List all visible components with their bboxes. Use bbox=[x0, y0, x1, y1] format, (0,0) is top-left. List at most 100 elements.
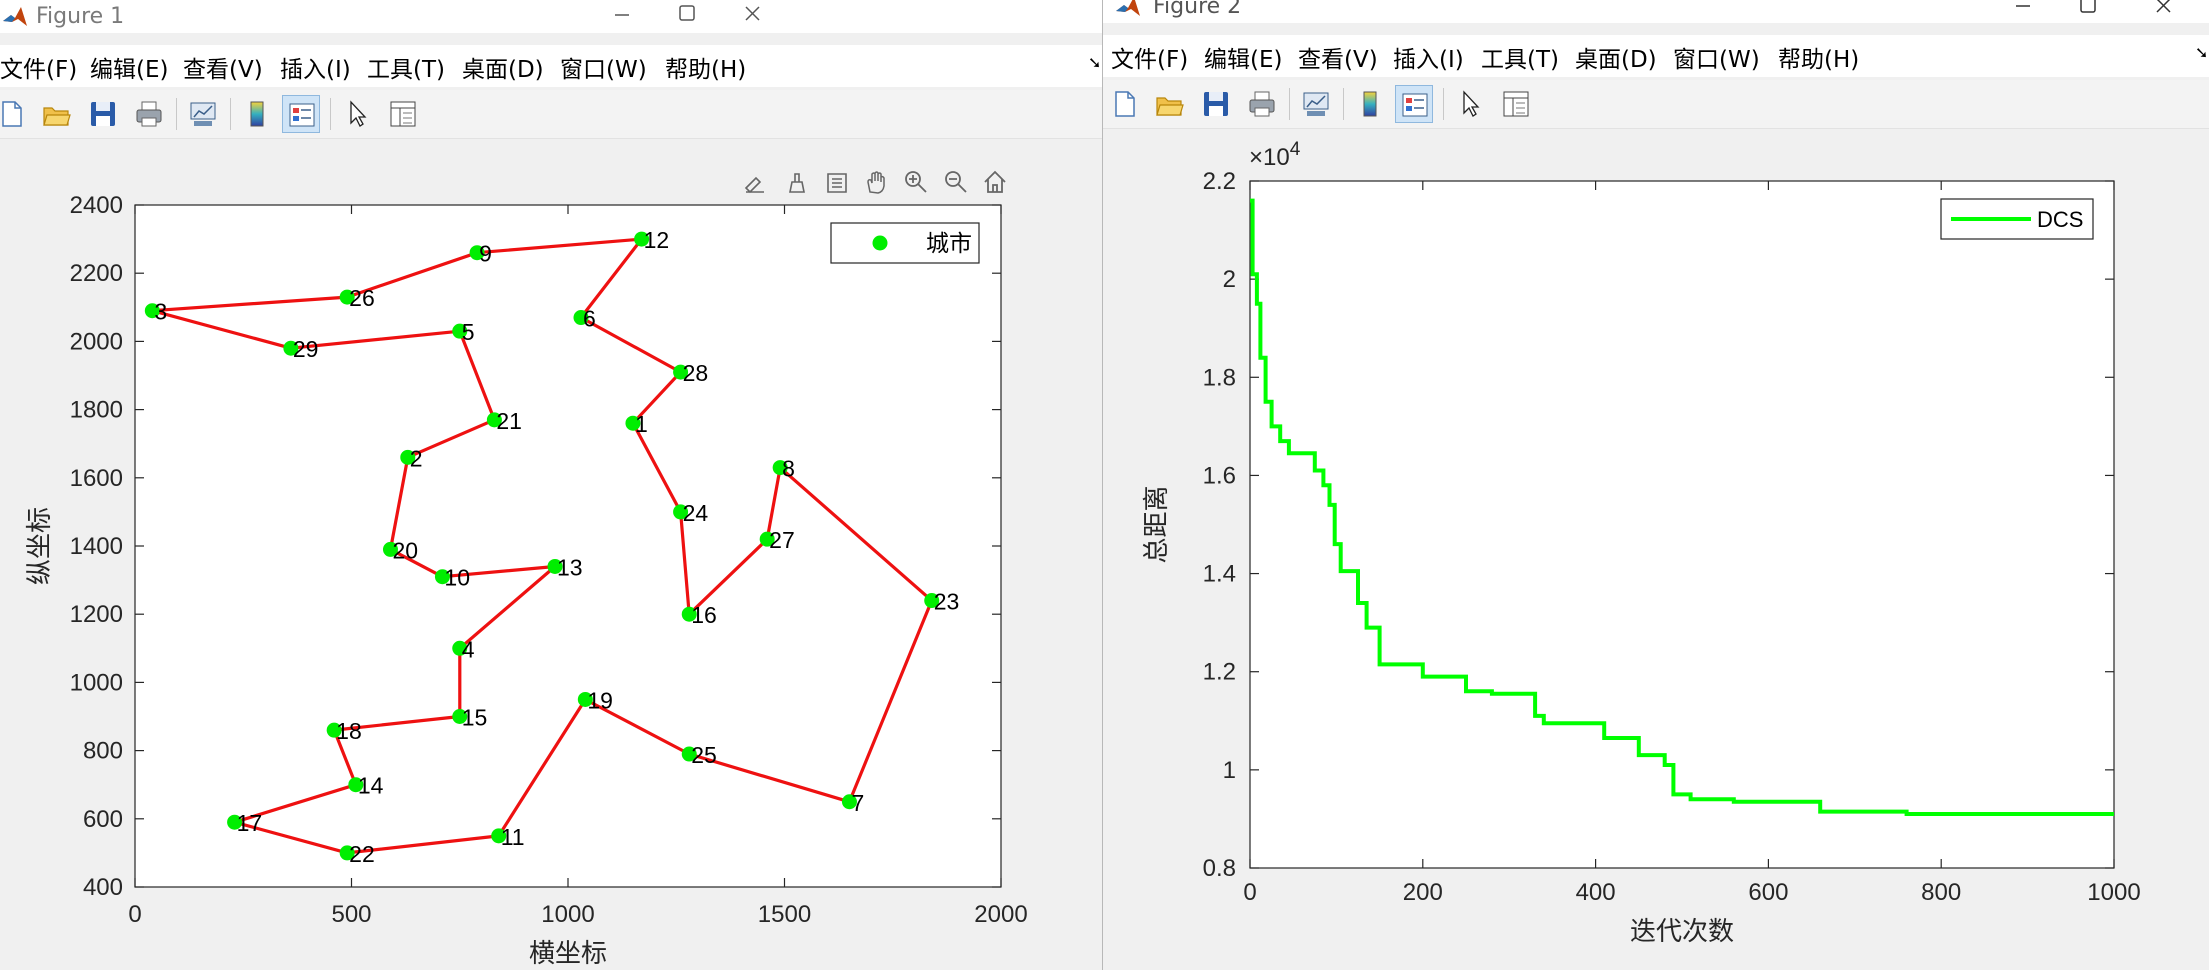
tsp-route-plot: 0 500 1000 1500 2000 400 600 800 1000 1200 1400 160… bbox=[24, 170, 1028, 968]
print-button[interactable] bbox=[1243, 85, 1281, 123]
figure-toolbar bbox=[1103, 80, 2209, 129]
new-figure-button[interactable] bbox=[0, 95, 30, 133]
property-inspector-button[interactable] bbox=[384, 95, 422, 133]
city-point bbox=[382, 541, 398, 557]
city-point bbox=[681, 606, 697, 622]
menu-insert[interactable]: 插入(I) bbox=[280, 57, 351, 83]
menu-help[interactable]: 帮助(H) bbox=[665, 57, 747, 83]
menu-bar: 文件(F) 编辑(E) 查看(V) 插入(I) 工具(T) 桌面(D) 窗口(W… bbox=[1103, 35, 2209, 77]
city-point bbox=[577, 691, 593, 707]
legend-button[interactable] bbox=[1395, 85, 1433, 123]
save-button[interactable] bbox=[84, 95, 122, 133]
edit-plot-button[interactable] bbox=[338, 95, 376, 133]
figure-canvas: 0 500 1000 1500 2000 400 600 800 1000 1200 1400 160… bbox=[0, 139, 1102, 970]
menu-tools[interactable]: 工具(T) bbox=[1481, 47, 1559, 73]
menu-tools[interactable]: 工具(T) bbox=[367, 57, 445, 83]
menu-bar: 文件(F) 编辑(E) 查看(V) 插入(I) 工具(T) 桌面(D) 窗口(W… bbox=[0, 45, 1102, 87]
maximize-button[interactable] bbox=[2058, 0, 2118, 23]
colorbar-icon bbox=[250, 101, 264, 127]
city-label: 13 bbox=[557, 554, 583, 580]
menu-file[interactable]: 文件(F) bbox=[0, 57, 78, 83]
city-label: 25 bbox=[691, 742, 717, 768]
close-button[interactable] bbox=[2133, 0, 2193, 23]
city-label: 18 bbox=[336, 718, 362, 744]
legend-marker bbox=[872, 235, 888, 251]
route-line bbox=[151, 237, 934, 855]
toolbar-separator bbox=[230, 98, 231, 130]
menu-view[interactable]: 查看(V) bbox=[183, 57, 263, 83]
property-inspector-button[interactable] bbox=[1497, 85, 1535, 123]
legend-icon bbox=[1402, 93, 1428, 117]
x-tick-label: 400 bbox=[1576, 879, 1616, 906]
city-point bbox=[326, 722, 342, 738]
menu-edit[interactable]: 编辑(E) bbox=[90, 57, 169, 83]
brush-data-icon[interactable] bbox=[744, 176, 764, 194]
city-label: 11 bbox=[501, 824, 525, 850]
x-axis-label: 横坐标 bbox=[529, 938, 607, 968]
menu-desktop[interactable]: 桌面(D) bbox=[462, 57, 544, 83]
city-point bbox=[144, 303, 160, 319]
menu-edit[interactable]: 编辑(E) bbox=[1204, 47, 1283, 73]
city-point bbox=[434, 569, 450, 585]
city-label: 9 bbox=[479, 241, 492, 267]
new-figure-button[interactable] bbox=[1105, 85, 1143, 123]
city-point bbox=[227, 814, 243, 830]
y-tick-label: 600 bbox=[83, 806, 123, 833]
select-icon[interactable] bbox=[827, 173, 847, 193]
link-plot-button[interactable] bbox=[184, 95, 222, 133]
menu-overflow-icon[interactable]: ➘ bbox=[2195, 43, 2209, 62]
y-axis-label: 总距离 bbox=[1141, 485, 1171, 563]
toolbar-separator bbox=[330, 98, 331, 130]
zoom-in-icon[interactable] bbox=[905, 171, 927, 193]
menu-insert[interactable]: 插入(I) bbox=[1393, 47, 1464, 73]
x-tick-label: 1000 bbox=[2087, 879, 2140, 906]
close-button[interactable] bbox=[722, 0, 782, 33]
pan-icon[interactable] bbox=[867, 171, 885, 194]
colorbar-button[interactable] bbox=[238, 95, 276, 133]
x-tick-label: 500 bbox=[331, 901, 371, 928]
menu-window[interactable]: 窗口(W) bbox=[1673, 47, 1760, 73]
y-axis-exponent-label: ×104 bbox=[1249, 139, 1301, 171]
city-point bbox=[486, 412, 502, 428]
maximize-icon bbox=[2080, 0, 2096, 13]
minimize-button[interactable] bbox=[592, 0, 652, 33]
menu-help[interactable]: 帮助(H) bbox=[1778, 47, 1860, 73]
axes-area bbox=[1249, 180, 2115, 869]
menu-desktop[interactable]: 桌面(D) bbox=[1575, 47, 1657, 73]
matlab-icon bbox=[3, 7, 27, 26]
city-point bbox=[841, 794, 857, 810]
city-label: 29 bbox=[293, 336, 319, 362]
legend-icon bbox=[289, 103, 315, 127]
colorbar-button[interactable] bbox=[1351, 85, 1389, 123]
open-file-button[interactable] bbox=[1151, 85, 1189, 123]
data-tips-icon[interactable] bbox=[789, 173, 805, 193]
menu-overflow-icon[interactable]: ➘ bbox=[1088, 53, 1102, 72]
link-plot-button[interactable] bbox=[1297, 85, 1335, 123]
city-label: 1 bbox=[635, 411, 648, 437]
open-file-button[interactable] bbox=[38, 95, 76, 133]
title-bar: Figure 1 bbox=[0, 0, 1102, 33]
zoom-out-icon[interactable] bbox=[945, 171, 967, 193]
x-tick-label: 200 bbox=[1403, 879, 1443, 906]
legend-button[interactable] bbox=[282, 95, 320, 133]
toolbar-separator bbox=[1443, 88, 1444, 120]
y-tick-label: 2000 bbox=[70, 328, 123, 355]
minimize-button[interactable] bbox=[1993, 0, 2053, 23]
menu-window[interactable]: 窗口(W) bbox=[560, 57, 647, 83]
city-point bbox=[348, 777, 364, 793]
print-button[interactable] bbox=[130, 95, 168, 133]
city-point bbox=[400, 449, 416, 465]
menu-file[interactable]: 文件(F) bbox=[1111, 47, 1189, 73]
y-tick-label: 1400 bbox=[70, 533, 123, 560]
toolbar-separator bbox=[1343, 88, 1344, 120]
edit-plot-button[interactable] bbox=[1451, 85, 1489, 123]
save-button[interactable] bbox=[1197, 85, 1235, 123]
menu-view[interactable]: 查看(V) bbox=[1298, 47, 1378, 73]
toolbar-separator bbox=[1289, 88, 1290, 120]
city-label: 7 bbox=[851, 790, 864, 816]
city-point bbox=[772, 460, 788, 476]
y-tick-label: 0.8 bbox=[1203, 855, 1236, 882]
maximize-button[interactable] bbox=[657, 0, 717, 33]
figure-canvas: 0 200 400 600 800 1000 0.8 1 1.2 1.4 1.6 1.8 2 2.2 ×10… bbox=[1103, 129, 2209, 970]
home-icon[interactable] bbox=[984, 170, 1006, 193]
